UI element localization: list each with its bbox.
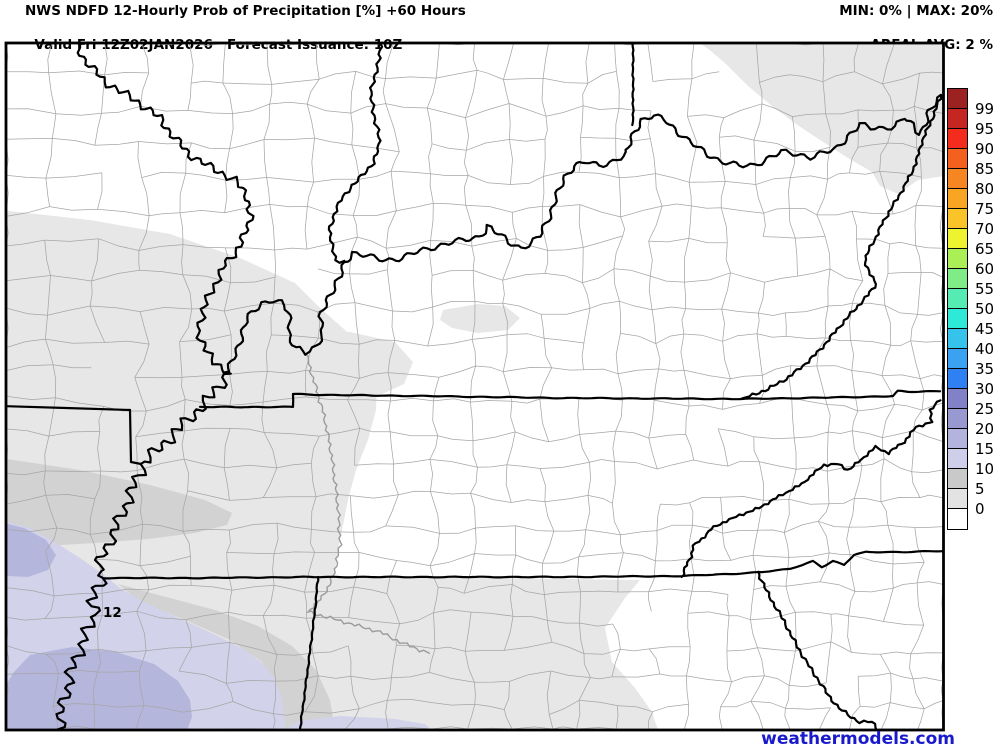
colorbar-tick-label: 25 xyxy=(975,400,995,418)
valid-time-label: Valid Fri 12Z02JAN2026 Forecast Issuance… xyxy=(34,37,403,53)
colorbar-step xyxy=(948,489,967,509)
colorbar-tick-label: 70 xyxy=(975,220,995,238)
colorbar-tick-label: 15 xyxy=(975,440,995,458)
colorbar-tick-label: 60 xyxy=(975,260,995,278)
local-max-annotation: 12 xyxy=(103,605,122,621)
colorbar-tick-label: 10 xyxy=(975,460,995,478)
colorbar-step xyxy=(948,189,967,209)
colorbar-step xyxy=(948,429,967,449)
colorbar-step xyxy=(948,509,967,529)
map-frame xyxy=(4,41,945,732)
colorbar-step xyxy=(948,109,967,129)
state-boundaries xyxy=(6,43,943,730)
watermark-link[interactable]: weathermodels.com xyxy=(761,729,955,749)
colorbar-step xyxy=(948,469,967,489)
colorbar-tick-label: 40 xyxy=(975,340,995,358)
colorbar-step xyxy=(948,449,967,469)
colorbar-tick-label: 85 xyxy=(975,160,995,178)
colorbar-step xyxy=(948,249,967,269)
map-title: NWS NDFD 12-Hourly Prob of Precipitation… xyxy=(25,3,466,19)
colorbar-step xyxy=(948,89,967,109)
colorbar-step xyxy=(948,209,967,229)
colorbar-step xyxy=(948,129,967,149)
colorbar-tick-label: 20 xyxy=(975,420,995,438)
county-boundaries xyxy=(6,43,943,730)
colorbar-tick-label: 0 xyxy=(975,500,985,518)
colorbar-tick-label: 5 xyxy=(975,480,985,498)
rivers xyxy=(303,352,431,655)
colorbar-step xyxy=(948,369,967,389)
colorbar-step xyxy=(948,409,967,429)
colorbar-tick-label: 35 xyxy=(975,360,995,378)
colorbar-tick-label: 30 xyxy=(975,380,995,398)
colorbar-step xyxy=(948,229,967,249)
colorbar-step xyxy=(948,389,967,409)
colorbar-step xyxy=(948,289,967,309)
colorbar-step xyxy=(948,149,967,169)
colorbar-tick-label: 45 xyxy=(975,320,995,338)
colorbar-step xyxy=(948,329,967,349)
colorbar-tick-label: 65 xyxy=(975,240,995,258)
colorbar-tick-label: 99 xyxy=(975,100,995,118)
map-title-block: NWS NDFD 12-Hourly Prob of Precipitation… xyxy=(25,3,466,54)
colorbar-tick-label: 90 xyxy=(975,140,995,158)
colorbar-tick-label: 50 xyxy=(975,300,995,318)
pop-shaded-regions xyxy=(6,43,943,730)
colorbar-step xyxy=(948,269,967,289)
colorbar xyxy=(947,88,968,530)
colorbar-step xyxy=(948,309,967,329)
colorbar-tick-label: 55 xyxy=(975,280,995,298)
min-max-label: MIN: 0% | MAX: 20% xyxy=(839,3,993,19)
colorbar-tick-label: 80 xyxy=(975,180,995,198)
colorbar-tick-label: 95 xyxy=(975,120,995,138)
colorbar-tick-label: 75 xyxy=(975,200,995,218)
colorbar-step xyxy=(948,349,967,369)
colorbar-step xyxy=(948,169,967,189)
